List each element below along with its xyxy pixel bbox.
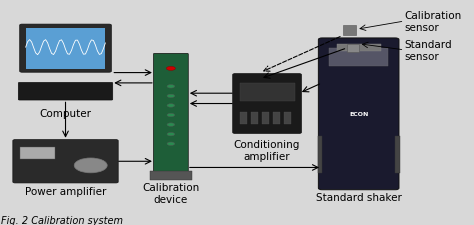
- Bar: [251, 113, 258, 124]
- Bar: [26, 29, 105, 70]
- Bar: [318, 137, 322, 173]
- Circle shape: [167, 95, 175, 98]
- Circle shape: [167, 114, 175, 117]
- FancyBboxPatch shape: [233, 74, 301, 134]
- Text: Calibration
sensor: Calibration sensor: [404, 11, 462, 33]
- Bar: [150, 171, 191, 180]
- Circle shape: [167, 104, 175, 108]
- Text: Computer: Computer: [39, 108, 91, 118]
- FancyBboxPatch shape: [319, 39, 399, 190]
- Bar: [283, 113, 291, 124]
- Circle shape: [74, 158, 107, 173]
- Text: Conditioning
amplifier: Conditioning amplifier: [234, 139, 300, 161]
- Bar: [239, 113, 247, 124]
- FancyBboxPatch shape: [20, 25, 111, 73]
- Bar: [273, 113, 280, 124]
- Circle shape: [167, 142, 175, 146]
- Bar: [343, 26, 356, 36]
- Text: Standard shaker: Standard shaker: [316, 192, 401, 202]
- FancyBboxPatch shape: [154, 54, 188, 175]
- Bar: [329, 49, 388, 67]
- Circle shape: [167, 85, 175, 89]
- Bar: [347, 45, 359, 53]
- Circle shape: [166, 67, 175, 71]
- Bar: [395, 137, 400, 173]
- Bar: [239, 84, 294, 101]
- Text: Standard
sensor: Standard sensor: [404, 40, 452, 62]
- Circle shape: [167, 133, 175, 136]
- Text: Fig. 2 Calibration system: Fig. 2 Calibration system: [1, 215, 123, 225]
- Bar: [337, 45, 381, 52]
- FancyBboxPatch shape: [13, 140, 118, 183]
- FancyBboxPatch shape: [18, 83, 113, 101]
- Text: Power amplifier: Power amplifier: [25, 186, 106, 196]
- Bar: [20, 147, 55, 160]
- Text: Calibration
device: Calibration device: [142, 182, 200, 204]
- Circle shape: [167, 123, 175, 127]
- Text: ECON: ECON: [349, 112, 368, 117]
- Bar: [262, 113, 269, 124]
